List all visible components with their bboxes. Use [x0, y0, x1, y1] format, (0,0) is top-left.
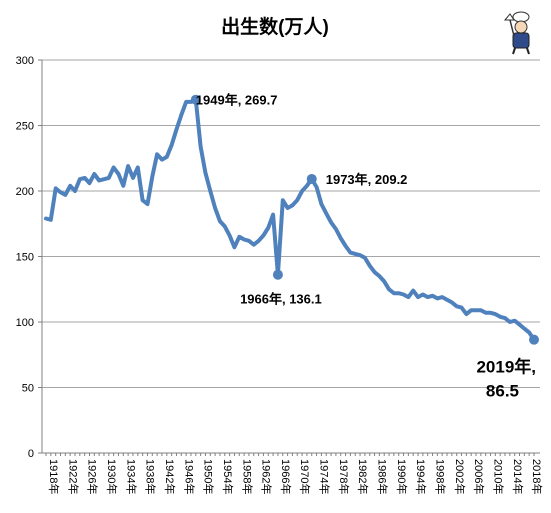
annotation-1949: 1949年, 269.7: [196, 93, 278, 108]
y-tick-label: 150: [16, 252, 34, 264]
mascot-icon: [503, 11, 530, 55]
x-tick-label: 1954年: [221, 459, 235, 494]
y-axis-ticks: 0 50 100 150 200 250 300: [16, 55, 42, 460]
x-tick-label: 1998年: [434, 459, 448, 494]
chart-title: 出生数(万人): [221, 15, 329, 38]
annotation-2019-year: 2019年,: [476, 357, 536, 377]
annotation-marker: [272, 269, 283, 280]
x-tick-label: 1970年: [298, 459, 312, 494]
annotation-marker: [190, 94, 201, 105]
annotation-1973: 1973年, 209.2: [326, 172, 408, 187]
annotation-2019-value: 86.5: [486, 382, 519, 401]
y-tick-label: 100: [16, 317, 34, 329]
x-tick-label: 2006年: [472, 459, 486, 494]
gridlines: [42, 59, 540, 388]
x-tick-label: 1938年: [144, 459, 158, 494]
x-tick-label: 1990年: [395, 459, 409, 494]
y-tick-label: 200: [16, 186, 34, 198]
x-axis-ticks: 1918年 1922年 1926年 1930年 1934年 1938年 1942年 1946年…: [45, 453, 544, 494]
x-tick-label: 1966年: [279, 459, 293, 494]
annotation-marker: [306, 173, 317, 184]
y-tick-label: 50: [22, 383, 34, 395]
annotation-1966: 1966年, 136.1: [240, 292, 322, 307]
y-tick-label: 300: [16, 55, 34, 67]
x-tick-label: 1974年: [318, 459, 332, 494]
x-tick-label: 2010年: [492, 459, 506, 494]
annotation-marker: [529, 334, 539, 345]
x-tick-label: 1918年: [47, 459, 61, 494]
y-tick-label: 250: [16, 121, 34, 133]
y-tick-label: 0: [28, 448, 34, 460]
x-tick-label: 1986年: [376, 459, 390, 494]
x-tick-label: 2018年: [530, 459, 544, 494]
x-tick-label: 1978年: [337, 459, 351, 494]
x-tick-label: 1994年: [414, 459, 428, 494]
x-tick-label: 1934年: [124, 459, 138, 494]
series-line-births: [44, 97, 536, 342]
x-tick-label: 1982年: [356, 459, 370, 494]
x-tick-label: 1950年: [202, 459, 216, 494]
x-tick-label: 1942年: [163, 459, 177, 494]
annotation-markers: [190, 94, 539, 345]
x-tick-label: 1958年: [240, 459, 254, 494]
x-tick-label: 1962年: [260, 459, 274, 494]
x-tick-label: 1922年: [66, 459, 80, 494]
x-tick-label: 1930年: [105, 459, 119, 494]
x-tick-label: 2002年: [453, 459, 467, 494]
x-tick-label: 1946年: [182, 459, 196, 494]
x-tick-label: 2014年: [511, 459, 525, 494]
x-tick-label: 1926年: [86, 459, 100, 494]
